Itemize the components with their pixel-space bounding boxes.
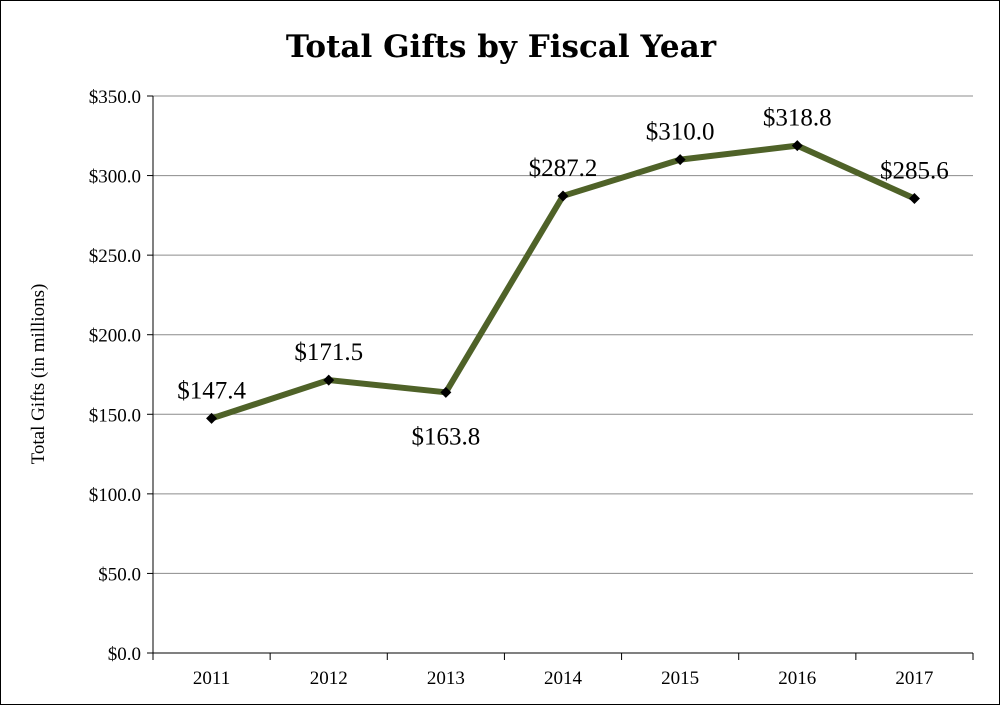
y-tick-label: $250.0 xyxy=(89,246,141,267)
x-tick-label: 2014 xyxy=(544,668,583,689)
x-tick-labels: 2011 2012 2013 2014 2015 2016 2017 xyxy=(193,668,934,689)
data-point-marker xyxy=(791,140,803,152)
y-tick-label: $0.0 xyxy=(108,644,141,665)
axes xyxy=(147,95,974,660)
y-tick-label: $150.0 xyxy=(89,405,141,426)
data-labels: $147.4 $171.5 $163.8 $287.2 $310.0 $318.8 $285… xyxy=(177,105,949,451)
data-point-marker xyxy=(908,192,920,204)
series-line xyxy=(208,142,918,422)
data-label: $147.4 xyxy=(177,377,246,404)
chart-title: Total Gifts by Fiscal Year xyxy=(286,29,717,65)
y-tick-label: $350.0 xyxy=(89,87,141,108)
y-tick-labels: $0.0 $50.0 $100.0 $150.0 $200.0 $250.0 $300.0 $… xyxy=(89,87,141,665)
y-tick-label: $50.0 xyxy=(98,564,141,585)
data-point-marker xyxy=(440,386,452,398)
data-label: $318.8 xyxy=(763,105,832,132)
y-tick-label: $100.0 xyxy=(89,485,141,506)
data-point-marker xyxy=(206,412,218,424)
y-axis-label: Total Gifts (in millions) xyxy=(28,284,49,465)
data-series xyxy=(208,142,918,422)
x-tick-label: 2012 xyxy=(310,668,348,689)
gridlines xyxy=(153,95,973,574)
data-point-marker xyxy=(557,190,569,202)
x-tick-label: 2015 xyxy=(661,668,699,689)
data-label: $163.8 xyxy=(411,423,480,450)
data-label: $287.2 xyxy=(529,155,598,182)
data-markers xyxy=(206,140,920,424)
x-tick-label: 2017 xyxy=(895,668,933,689)
data-label: $310.0 xyxy=(646,119,715,146)
data-label: $171.5 xyxy=(294,339,363,366)
x-tick-label: 2016 xyxy=(778,668,816,689)
x-tick-label: 2011 xyxy=(193,668,230,689)
y-tick-label: $200.0 xyxy=(89,326,141,347)
x-tick-label: 2013 xyxy=(427,668,465,689)
data-point-marker xyxy=(323,374,335,386)
y-tick-label: $300.0 xyxy=(89,167,141,188)
data-point-marker xyxy=(674,154,686,166)
data-label: $285.6 xyxy=(880,157,949,184)
